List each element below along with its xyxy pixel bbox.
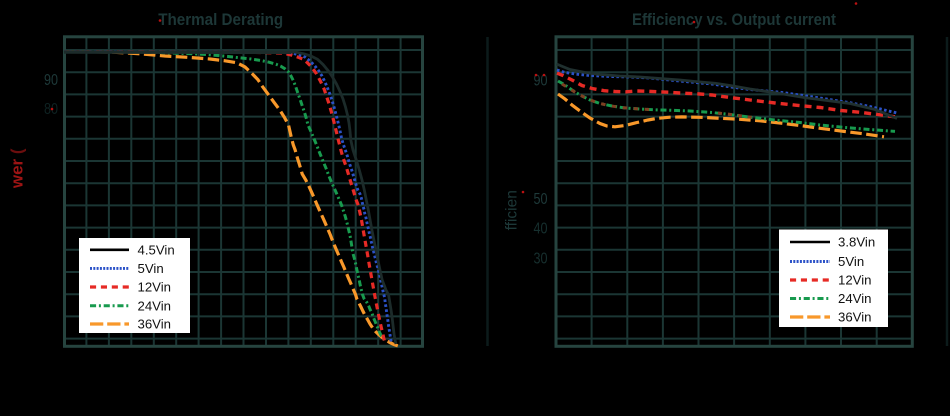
svg-text:12Vin: 12Vin	[138, 280, 172, 295]
svg-text:5Vin: 5Vin	[138, 261, 164, 276]
svg-text:5Vin: 5Vin	[838, 254, 864, 269]
svg-text:Thermal Derating: Thermal Derating	[158, 10, 283, 29]
svg-text:24Vin: 24Vin	[138, 298, 172, 313]
svg-text:90: 90	[534, 73, 548, 90]
svg-text:30: 30	[534, 251, 548, 268]
svg-text:50: 50	[534, 191, 548, 208]
svg-text:24Vin: 24Vin	[838, 291, 872, 306]
svg-text:4.5Vin: 4.5Vin	[138, 243, 175, 258]
svg-text:3.8Vin: 3.8Vin	[838, 235, 875, 250]
svg-text:90: 90	[44, 72, 58, 89]
svg-text:36Vin: 36Vin	[138, 317, 172, 332]
svg-text:Efficiency (%): Efficiency (%)	[504, 146, 521, 240]
svg-text:36Vin: 36Vin	[838, 310, 872, 325]
svg-text:12Vin: 12Vin	[838, 273, 872, 288]
svg-text:Efficiency vs. Output current: Efficiency vs. Output current	[632, 10, 836, 29]
svg-text:Output Power (W): Output Power (W)	[8, 127, 27, 271]
svg-text:40: 40	[534, 221, 548, 238]
